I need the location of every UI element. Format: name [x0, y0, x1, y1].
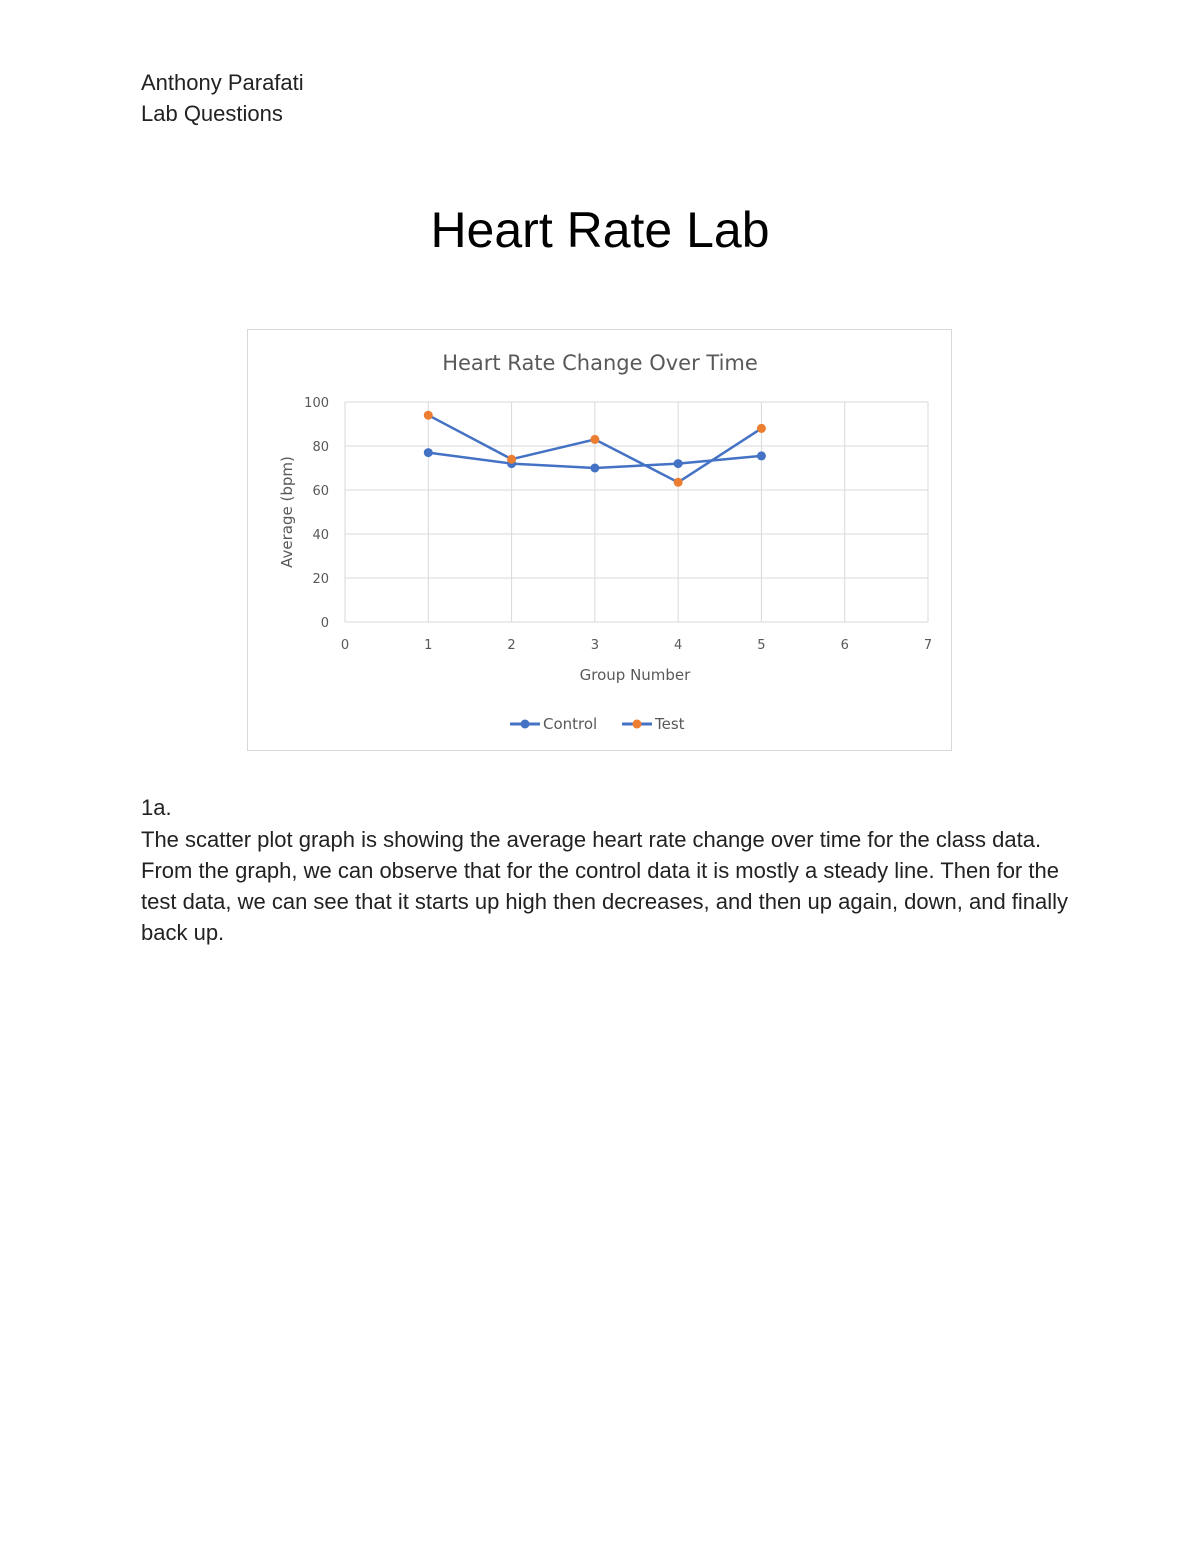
chart-title: Heart Rate Change Over Time: [442, 351, 758, 375]
y-tick-label: 20: [312, 572, 329, 587]
question-label: 1a.: [141, 795, 172, 820]
data-point-test: [756, 423, 766, 433]
data-point-test: [423, 410, 433, 420]
x-tick-label: 1: [424, 638, 432, 653]
y-tick-label: 60: [312, 484, 329, 499]
legend-marker-control: [520, 719, 530, 729]
legend-label-test: Test: [654, 715, 685, 733]
x-tick-label: 3: [591, 638, 599, 653]
x-tick-label: 7: [924, 638, 932, 653]
y-tick-label: 40: [312, 528, 329, 543]
document-subtitle: Lab Questions: [141, 101, 283, 126]
x-tick-label: 6: [841, 638, 849, 653]
data-point-test: [507, 454, 517, 464]
y-tick-label: 0: [321, 616, 329, 631]
answer-paragraph: The scatter plot graph is showing the av…: [141, 827, 1069, 945]
data-point-control: [673, 459, 683, 469]
chart-container: Heart Rate Change Over Time 0 20 40 60 80 100 0…: [247, 329, 952, 751]
x-tick-label: 4: [674, 638, 682, 653]
data-point-control: [423, 448, 433, 458]
chart-svg: Heart Rate Change Over Time 0 20 40 60 80 100 0…: [278, 351, 932, 733]
legend-marker-test: [632, 719, 642, 729]
data-point-test: [590, 434, 600, 444]
y-axis-label: Average (bpm): [278, 456, 296, 568]
x-tick-label: 2: [507, 638, 515, 653]
author-name: Anthony Parafati: [141, 70, 304, 95]
data-point-control: [756, 451, 766, 461]
x-axis-label: Group Number: [580, 666, 692, 684]
legend-label-control: Control: [543, 715, 597, 733]
y-tick-label: 80: [312, 440, 329, 455]
data-point-control: [590, 463, 600, 473]
x-tick-label: 0: [341, 638, 349, 653]
data-point-test: [673, 477, 683, 487]
y-tick-label: 100: [304, 396, 329, 411]
document-title: Heart Rate Lab: [430, 202, 770, 258]
x-tick-label: 5: [757, 638, 765, 653]
